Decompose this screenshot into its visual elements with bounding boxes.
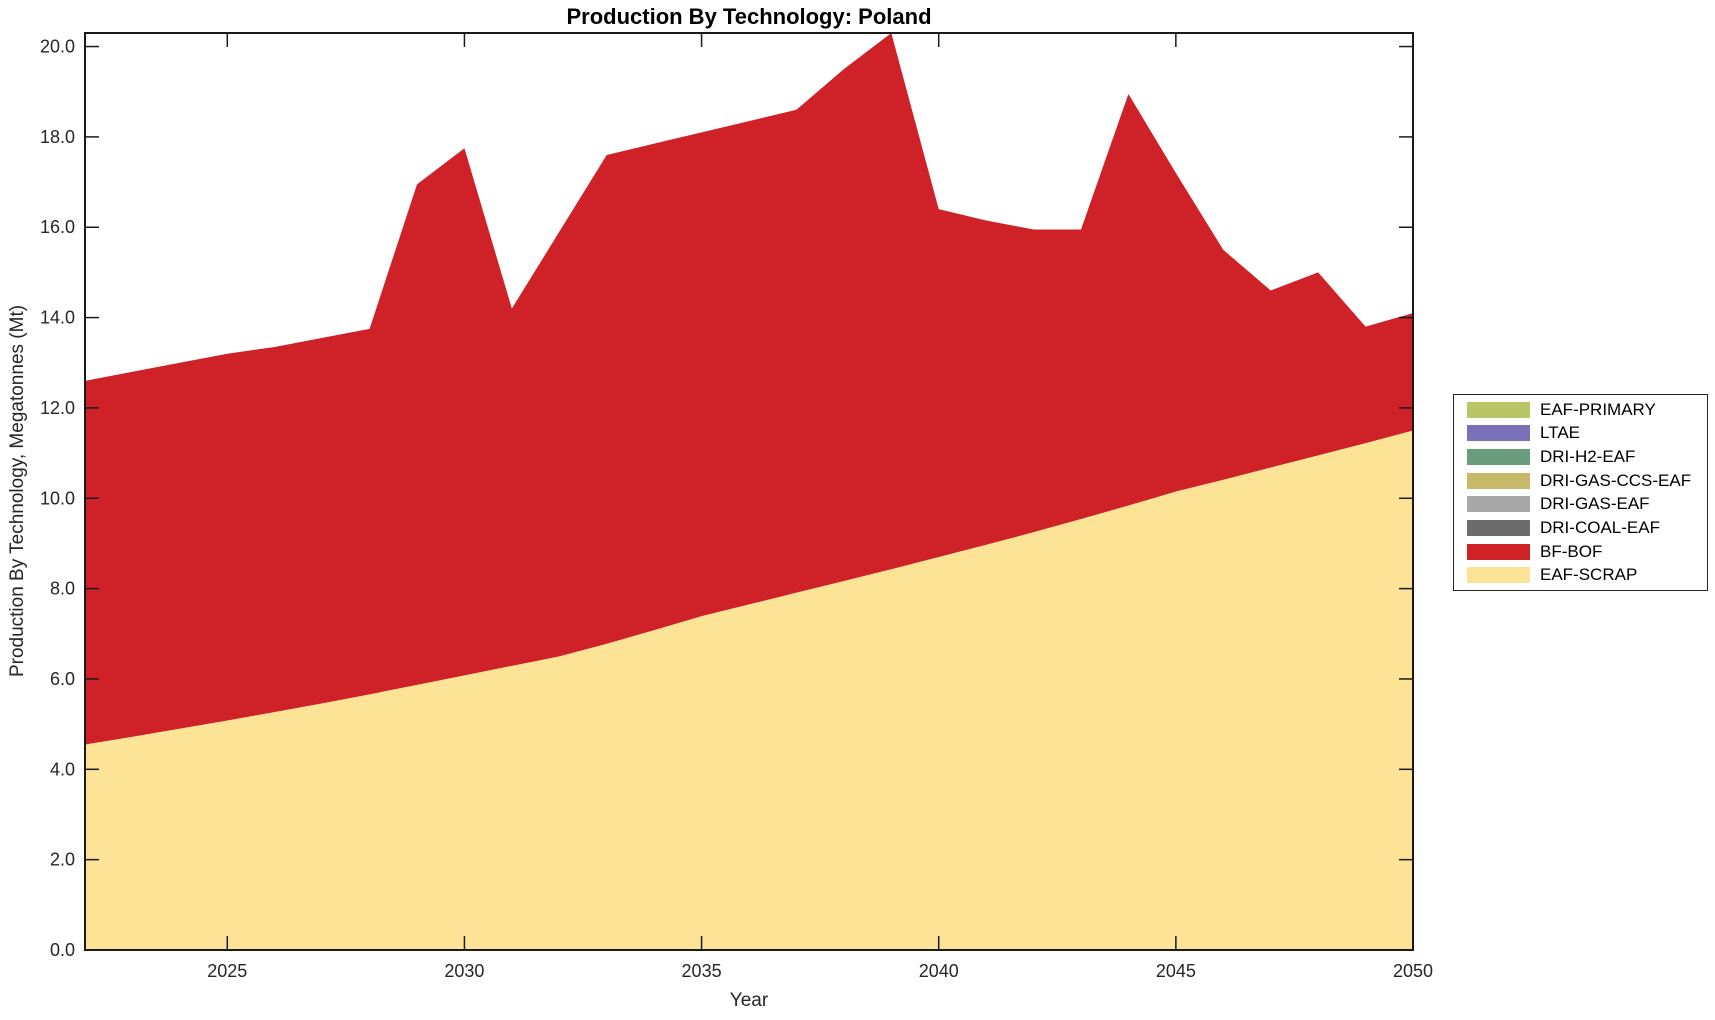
y-tick-label: 12.0 [40,398,75,418]
area-eaf-scrap [85,430,1413,951]
legend-label: EAF-PRIMARY [1540,399,1656,419]
x-tick-label: 2035 [682,961,722,981]
legend-swatch [1467,496,1530,513]
y-tick-label: 16.0 [40,217,75,237]
legend-swatch [1467,472,1530,489]
legend-swatch [1467,543,1530,560]
legend-label: LTAE [1540,423,1580,443]
x-tick-label: 2050 [1393,961,1433,981]
y-tick-label: 6.0 [50,669,75,689]
legend-label: DRI-GAS-CCS-EAF [1540,470,1692,490]
y-tick-label: 4.0 [50,759,75,779]
legend-item-dri-coal-eaf: DRI-COAL-EAF [1454,517,1707,539]
legend-item-dri-gas-ccs-eaf: DRI-GAS-CCS-EAF [1454,470,1707,492]
x-tick-label: 2025 [207,961,247,981]
legend-swatch [1467,567,1530,584]
y-tick-label: 18.0 [40,127,75,147]
legend-label: BF-BOF [1540,541,1603,561]
legend-swatch [1467,401,1530,418]
x-tick-label: 2045 [1156,961,1196,981]
legend-label: DRI-H2-EAF [1540,447,1636,467]
x-axis-label: Year [729,990,769,1011]
legend-item-eaf-scrap: EAF-SCRAP [1454,564,1707,586]
y-tick-label: 8.0 [50,579,75,599]
y-tick-label: 2.0 [50,850,75,870]
legend-item-dri-gas-eaf: DRI-GAS-EAF [1454,493,1707,515]
legend-label: EAF-SCRAP [1540,565,1638,585]
y-tick-label: 20.0 [40,37,75,57]
legend-swatch [1467,519,1530,536]
plot-frame [84,32,1414,951]
legend-label: DRI-COAL-EAF [1540,517,1660,537]
x-tick-label: 2040 [919,961,959,981]
area-bf-bof [85,33,1413,745]
legend: EAF-PRIMARY LTAE DRI-H2-EAF DRI-GAS-CCS-EAF… [1453,394,1708,591]
legend-label: DRI-GAS-EAF [1540,494,1650,514]
legend-swatch [1467,449,1530,466]
legend-item-ltae: LTAE [1454,422,1707,444]
legend-item-dri-h2-eaf: DRI-H2-EAF [1454,446,1707,468]
legend-item-bf-bof: BF-BOF [1454,541,1707,563]
legend-item-eaf-primary: EAF-PRIMARY [1454,399,1707,421]
y-tick-label: 0.0 [50,940,75,960]
x-tick-label: 2030 [444,961,484,981]
y-tick-label: 10.0 [40,488,75,508]
chart-title: Production By Technology: Poland [566,4,932,29]
y-tick-label: 14.0 [40,308,75,328]
legend-swatch [1467,425,1530,442]
